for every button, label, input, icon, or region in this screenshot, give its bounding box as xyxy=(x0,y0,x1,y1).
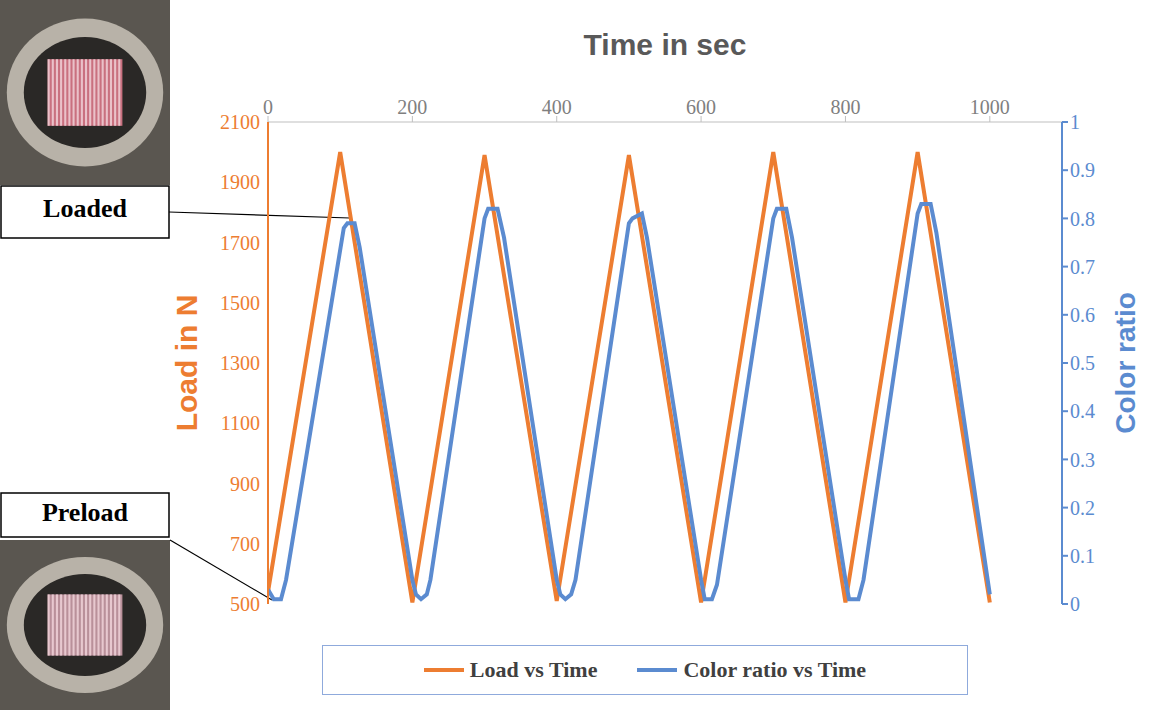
svg-text:0.8: 0.8 xyxy=(1070,208,1095,230)
svg-text:500: 500 xyxy=(230,593,260,615)
svg-text:400: 400 xyxy=(542,96,572,118)
svg-text:0.6: 0.6 xyxy=(1070,304,1095,326)
html-text:Preload: Preload xyxy=(41,498,129,527)
svg-text:0: 0 xyxy=(1070,593,1080,615)
html-text:Time in sec: Time in sec xyxy=(583,28,747,61)
svg-text:1: 1 xyxy=(1070,111,1080,133)
svg-text:600: 600 xyxy=(686,96,716,118)
svg-text:200: 200 xyxy=(397,96,427,118)
svg-text:0.4: 0.4 xyxy=(1070,400,1095,422)
html-text:Color ratio vs Time: Color ratio vs Time xyxy=(683,657,867,682)
svg-text:1900: 1900 xyxy=(220,171,260,193)
svg-text:0.5: 0.5 xyxy=(1070,352,1095,374)
html-text:Loaded: Loaded xyxy=(43,194,127,223)
svg-text:1500: 1500 xyxy=(220,292,260,314)
svg-text:0.7: 0.7 xyxy=(1070,256,1095,278)
html-text:Color ratio: Color ratio xyxy=(1110,292,1141,434)
svg-text:0.1: 0.1 xyxy=(1070,545,1095,567)
svg-text:1100: 1100 xyxy=(221,412,260,434)
svg-text:0.9: 0.9 xyxy=(1070,159,1095,181)
svg-text:1000: 1000 xyxy=(970,96,1010,118)
html-text:Load in N: Load in N xyxy=(170,294,203,432)
svg-text:900: 900 xyxy=(230,473,260,495)
svg-text:700: 700 xyxy=(230,533,260,555)
svg-text:0.2: 0.2 xyxy=(1070,497,1095,519)
svg-text:1300: 1300 xyxy=(220,352,260,374)
html-text:Load vs Time: Load vs Time xyxy=(469,657,598,682)
svg-text:2100: 2100 xyxy=(220,111,260,133)
svg-text:800: 800 xyxy=(830,96,860,118)
svg-text:1700: 1700 xyxy=(220,232,260,254)
svg-text:0: 0 xyxy=(263,96,273,118)
svg-text:0.3: 0.3 xyxy=(1070,449,1095,471)
